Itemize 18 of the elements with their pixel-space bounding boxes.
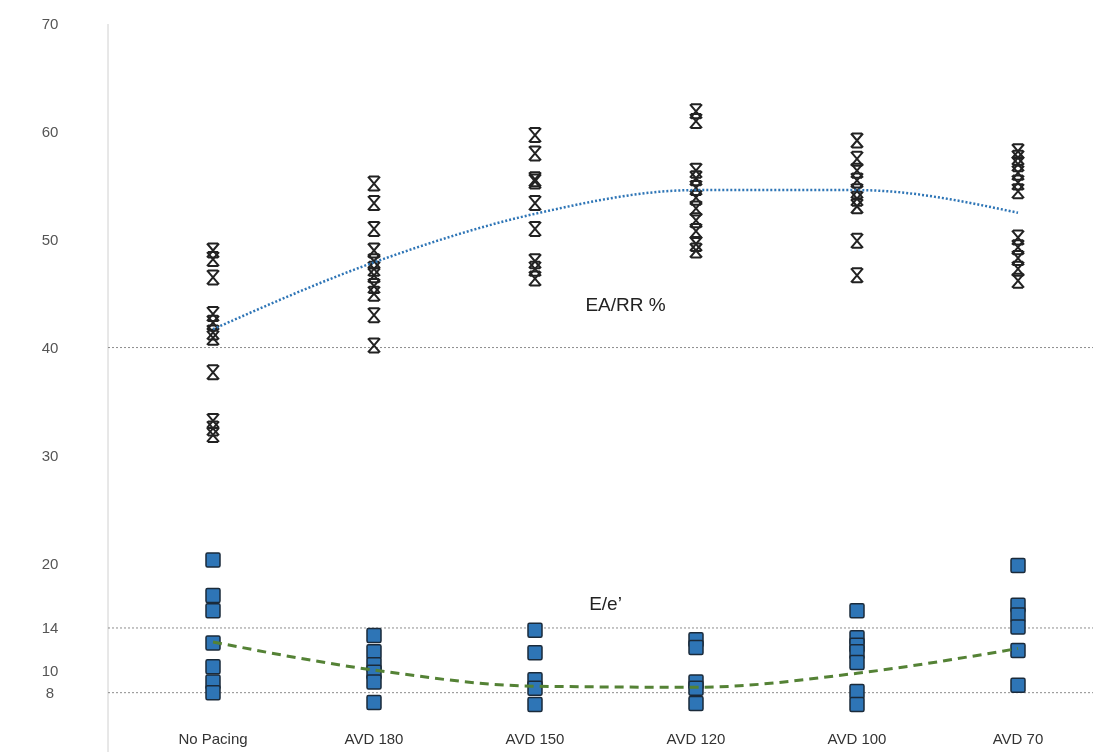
x-tick-label: AVD 120 xyxy=(666,730,726,747)
x-tick-label: AVD 100 xyxy=(827,730,887,747)
x-tick-label: AVD 150 xyxy=(505,730,565,747)
y-tick-label: 70 xyxy=(41,15,59,33)
x-tick-label: AVD 180 xyxy=(344,730,404,747)
x-tick-label: No Pacing xyxy=(178,730,248,747)
y-tick-label: 50 xyxy=(41,230,59,248)
y-tick-label: 40 xyxy=(41,338,59,356)
y-tick-label: 14 xyxy=(41,619,59,637)
x-tick-label: AVD 70 xyxy=(992,730,1044,747)
y-tick-label: 60 xyxy=(41,123,59,141)
y-tick-label: 30 xyxy=(41,446,59,464)
y-tick-label: 20 xyxy=(41,554,59,572)
text: EA/RR % xyxy=(585,293,666,315)
y-tick-label: 8 xyxy=(45,683,55,701)
y-tick-label: 10 xyxy=(41,662,59,680)
line-series xyxy=(211,188,1020,331)
text: E/e’ xyxy=(589,593,622,615)
